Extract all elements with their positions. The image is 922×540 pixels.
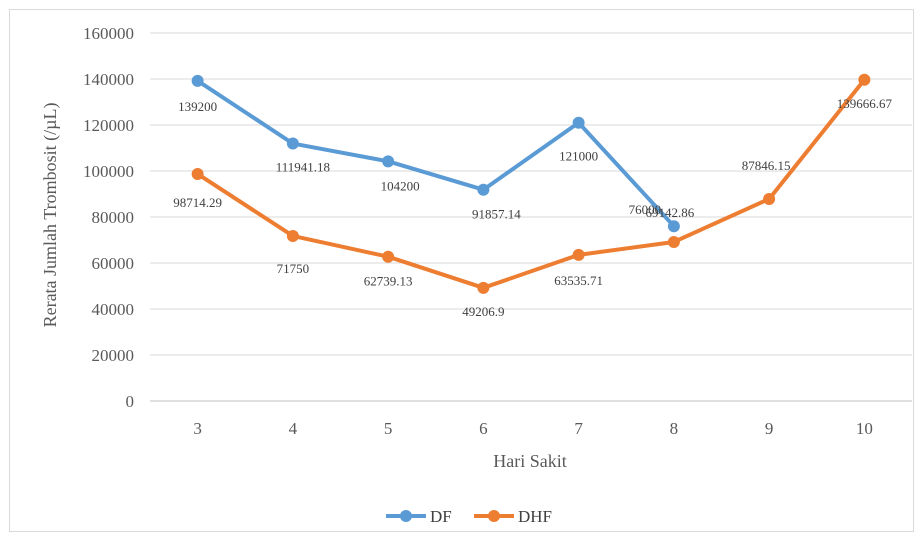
legend: DF DHF (386, 507, 552, 526)
y-tick-label: 160000 (83, 24, 134, 43)
gridlines (150, 32, 912, 402)
data-point-dhf (858, 73, 871, 86)
data-label-df: 139200 (178, 99, 217, 114)
y-tick-label: 0 (126, 392, 135, 411)
data-point-dhf (382, 250, 395, 263)
x-tick-label: 10 (856, 419, 873, 438)
x-tick-label: 3 (193, 419, 202, 438)
y-tick-label: 80000 (92, 208, 135, 227)
data-label-dhf: 49206.9 (462, 304, 504, 319)
data-point-df (382, 155, 395, 168)
y-tick-label: 60000 (92, 254, 135, 273)
y-tick-label: 40000 (92, 300, 135, 319)
legend-label-dhf: DHF (518, 507, 552, 526)
series-line-df (196, 79, 676, 228)
data-point-df (191, 74, 204, 87)
data-point-dhf (286, 229, 299, 242)
y-axis-title: Rerata Jumlah Trombosit (/µL) (40, 103, 61, 328)
data-label-df: 76000 (629, 202, 662, 217)
data-label-dhf: 69142.86 (646, 205, 695, 220)
legend-label-df: DF (430, 507, 452, 526)
data-point-dhf (191, 167, 204, 180)
x-tick-label: 4 (289, 419, 298, 438)
data-point-dhf (667, 235, 680, 248)
x-axis-ticks: 3 4 5 6 7 8 9 10 (193, 419, 873, 438)
series-line-dhf (196, 78, 866, 290)
x-tick-label: 7 (574, 419, 583, 438)
legend-marker-dhf (488, 510, 500, 522)
data-label-dhf: 62739.13 (364, 274, 413, 289)
legend-marker-df (400, 510, 412, 522)
data-point-dhf (763, 192, 776, 205)
data-labels: 139200 111941.18 104200 91857.14 121000 76000… (173, 96, 892, 319)
data-point-df (286, 137, 299, 150)
x-tick-label: 6 (479, 419, 488, 438)
x-tick-label: 9 (765, 419, 774, 438)
data-label-df: 111941.18 (276, 160, 330, 175)
data-label-df: 91857.14 (472, 207, 521, 222)
chart-frame (9, 9, 914, 532)
data-label-df: 121000 (559, 149, 598, 164)
y-tick-label: 120000 (83, 116, 134, 135)
data-label-dhf: 63535.71 (554, 273, 603, 288)
data-point-df (572, 116, 585, 129)
series-group (191, 73, 871, 294)
y-axis-ticks: 0 20000 40000 60000 80000 100000 120000 140000 1… (83, 24, 134, 411)
data-label-dhf: 139666.67 (837, 96, 893, 111)
data-label-df: 104200 (381, 178, 420, 193)
data-point-df (667, 220, 680, 233)
x-tick-label: 5 (384, 419, 393, 438)
y-tick-label: 20000 (92, 346, 135, 365)
x-axis-title: Hari Sakit (493, 451, 567, 471)
data-point-df (477, 183, 490, 196)
data-label-dhf: 71750 (277, 261, 310, 276)
data-point-dhf (572, 248, 585, 261)
y-tick-label: 140000 (83, 70, 134, 89)
data-label-dhf: 98714.29 (173, 195, 222, 210)
data-label-dhf: 87846.15 (742, 158, 791, 173)
x-tick-label: 8 (670, 419, 679, 438)
y-tick-label: 100000 (83, 162, 134, 181)
data-point-dhf (477, 281, 490, 294)
